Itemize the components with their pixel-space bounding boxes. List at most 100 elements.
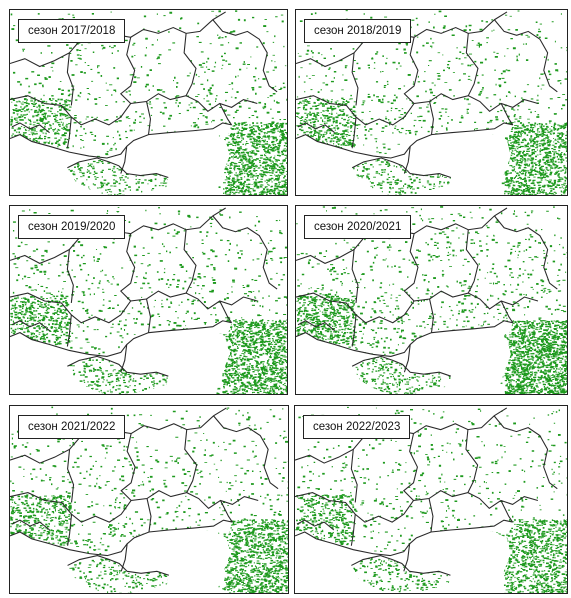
admin-borders (296, 11, 558, 178)
border-line (500, 103, 514, 126)
border-line (10, 490, 259, 523)
border-line (119, 37, 136, 104)
map-panel-2019-2020: сезон 2019/2020 (9, 205, 288, 395)
border-line (213, 415, 279, 490)
crop-map (295, 406, 567, 593)
map-panel-2021-2022: сезон 2021/2022 (9, 405, 289, 594)
border-line (66, 117, 72, 149)
border-line (297, 122, 336, 134)
border-line (67, 355, 169, 377)
admin-borders (10, 11, 278, 178)
border-line (183, 33, 197, 96)
border-line (351, 355, 452, 377)
border-line (403, 433, 418, 501)
map-panel-2022-2023: сезон 2022/2023 (294, 405, 568, 594)
map-panel-2017-2018: сезон 2017/2018 (9, 9, 288, 196)
border-line (146, 498, 152, 533)
border-line (219, 103, 233, 126)
crimea-land (352, 356, 451, 394)
border-line (67, 449, 75, 503)
border-line (145, 298, 152, 333)
border-line (351, 314, 357, 347)
sea-area (10, 130, 230, 195)
border-line (494, 19, 558, 93)
season-label: сезон 2019/2020 (18, 215, 126, 239)
border-line (296, 519, 335, 531)
season-label: сезон 2021/2022 (18, 415, 126, 439)
border-line (67, 555, 170, 576)
border-line (67, 157, 169, 178)
sea-area (10, 528, 231, 593)
border-line (296, 290, 539, 324)
sea-area (193, 122, 232, 137)
sea-area (193, 520, 233, 534)
sea-area (475, 122, 513, 137)
sea-area (10, 328, 230, 394)
sea-area (296, 328, 511, 394)
border-line (500, 500, 514, 523)
border-line (145, 101, 152, 135)
border-line (10, 320, 232, 357)
crop-speckles (10, 406, 288, 593)
border-line (350, 514, 356, 546)
border-line (351, 52, 359, 106)
crop-speckles (10, 206, 287, 394)
border-line (493, 415, 558, 490)
border-line (295, 519, 513, 557)
border-line (429, 298, 434, 333)
sea-area (295, 528, 511, 593)
crop-pixels (10, 206, 287, 394)
crop-pixels (295, 406, 567, 593)
crop-map (10, 406, 288, 593)
crop-map (296, 10, 567, 195)
border-line (351, 555, 451, 576)
border-line (184, 429, 198, 493)
border-line (351, 249, 359, 304)
map-panel-2018-2019: сезон 2018/2019 (295, 9, 568, 196)
border-line (66, 249, 74, 304)
crop-map (10, 10, 287, 195)
season-label: сезон 2017/2018 (18, 19, 126, 43)
border-line (66, 52, 74, 106)
border-line (66, 314, 72, 347)
border-line (120, 433, 136, 501)
border-line (11, 122, 50, 134)
border-line (67, 514, 73, 546)
border-line (465, 229, 479, 294)
border-line (219, 300, 233, 324)
border-line (10, 122, 232, 159)
border-line (429, 101, 434, 135)
map-panel-2020-2021: сезон 2020/2021 (295, 205, 568, 395)
sea-area (296, 130, 511, 195)
crop-pixels (10, 406, 288, 593)
border-line (403, 37, 419, 104)
crimea-land (67, 158, 169, 195)
sea-area (193, 320, 232, 335)
border-line (296, 93, 539, 126)
border-line (212, 215, 278, 290)
border-line (350, 449, 358, 503)
border-line (212, 19, 278, 93)
border-line (494, 215, 558, 290)
admin-borders (10, 407, 279, 576)
admin-borders (296, 207, 558, 377)
season-label: сезон 2018/2019 (304, 19, 412, 43)
border-line (500, 300, 514, 324)
season-label: сезон 2022/2023 (303, 415, 411, 439)
border-line (10, 93, 258, 126)
border-line (295, 490, 539, 523)
border-line (403, 233, 419, 302)
border-line (10, 519, 233, 557)
border-line (10, 290, 258, 324)
border-line (351, 157, 452, 178)
crop-map (296, 206, 567, 394)
border-line (296, 320, 513, 357)
border-line (11, 320, 50, 332)
border-line (428, 498, 434, 533)
border-line (11, 519, 51, 531)
border-line (119, 233, 136, 302)
crop-speckles (295, 406, 567, 593)
border-line (219, 500, 233, 523)
admin-borders (295, 407, 558, 576)
border-line (183, 229, 197, 294)
